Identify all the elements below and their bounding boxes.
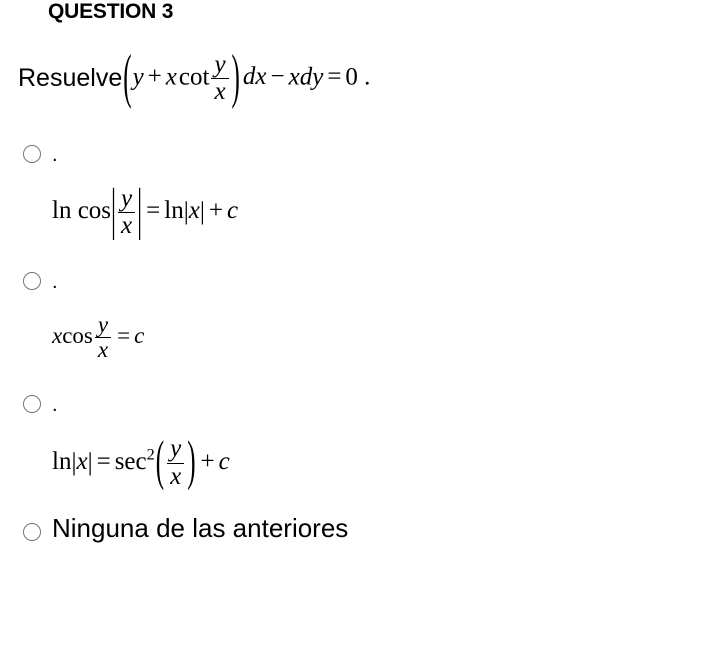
- option-c-equation-block: ln|x|=sec2(yx)+c: [52, 436, 682, 490]
- radio-a[interactable]: [18, 142, 36, 160]
- radio-c[interactable]: [18, 392, 36, 410]
- question-prompt: Resuelve (y+xcotyx)dx−xdy=0 .: [18, 52, 682, 106]
- option-c-equation: ln|x|=sec2(yx)+c: [52, 448, 230, 475]
- option-b-equation-block: xcosyx=c: [52, 313, 682, 362]
- question-container: QUESTION 3 Resuelve (y+xcotyx)dx−xdy=0 .…: [0, 0, 702, 562]
- option-c: .: [18, 382, 682, 422]
- prompt-equation: (y+xcotyx)dx−xdy=0 .: [122, 52, 370, 106]
- prompt-prefix: Resuelve: [18, 64, 122, 93]
- radio-b[interactable]: [18, 269, 36, 287]
- option-d-label: Ninguna de las anteriores: [52, 512, 348, 546]
- option-b-equation: xcosyx=c: [52, 323, 144, 348]
- option-a-dot: .: [52, 138, 58, 172]
- option-a-equation-block: ln cos|yx|=ln|x|+c: [52, 186, 682, 240]
- option-b: .: [18, 259, 682, 299]
- radio-d[interactable]: [18, 520, 36, 538]
- options-list: . ln cos|yx|=ln|x|+c . xcosyx=c . ln|x|=…: [18, 132, 682, 546]
- option-c-dot: .: [52, 388, 58, 422]
- option-d: Ninguna de las anteriores: [18, 510, 682, 546]
- option-a: .: [18, 132, 682, 172]
- option-b-dot: .: [52, 265, 58, 299]
- question-title: QUESTION 3: [48, 0, 682, 24]
- option-a-equation: ln cos|yx|=ln|x|+c: [52, 197, 238, 224]
